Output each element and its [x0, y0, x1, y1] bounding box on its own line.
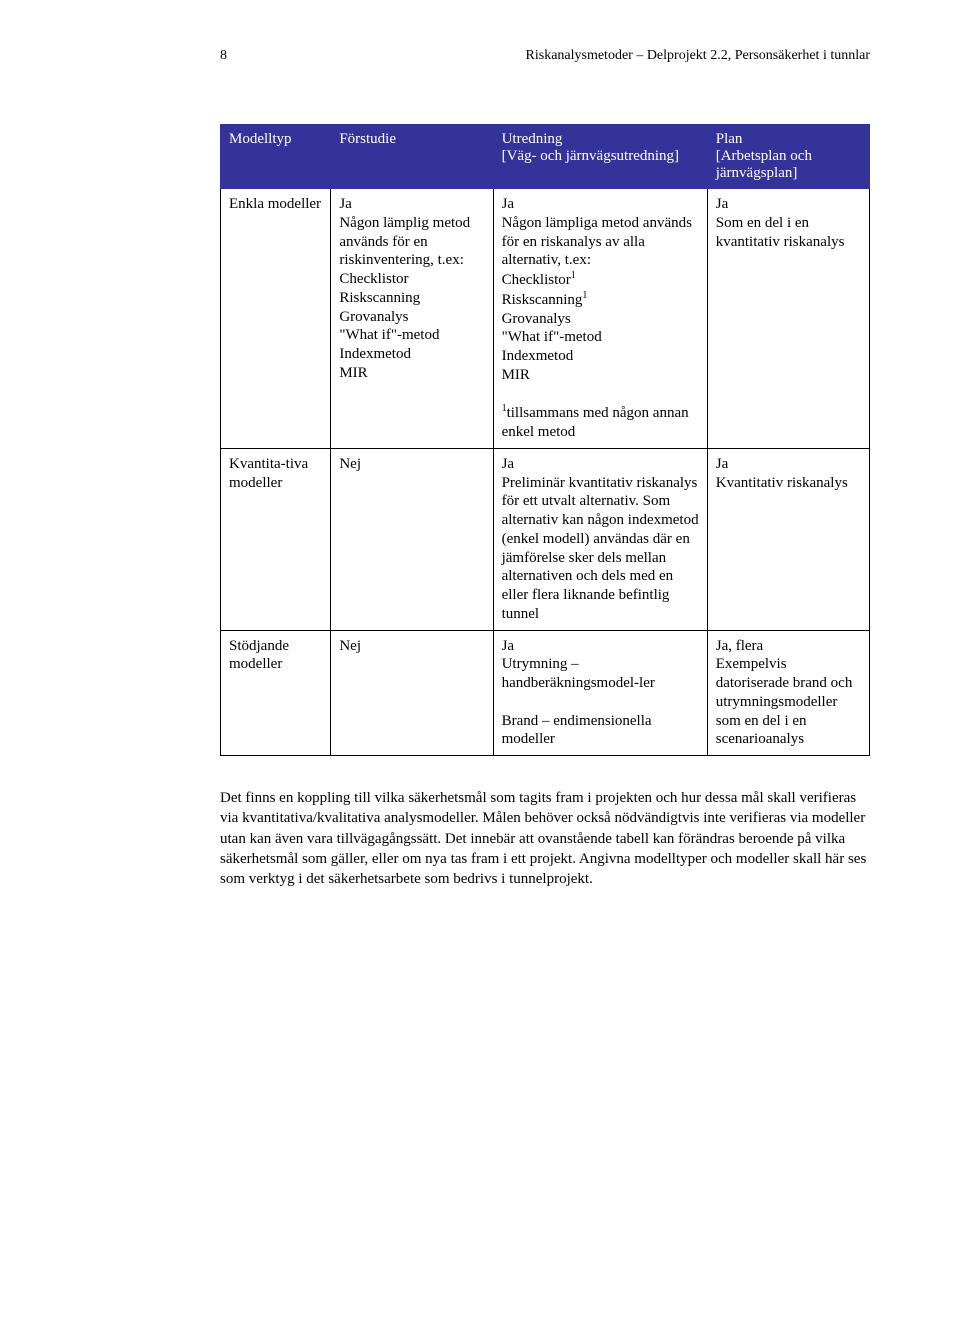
table-header-row: Modelltyp Förstudie Utredning[Väg- och j…: [221, 125, 870, 189]
cell: Stödjande modeller: [221, 630, 331, 756]
cell: Enkla modeller: [221, 189, 331, 449]
page: 8 Riskanalysmetoder – Delprojekt 2.2, Pe…: [0, 0, 960, 1328]
col-header-utredning: Utredning[Väg- och järnvägsutredning]: [493, 125, 707, 189]
table-row: Stödjande modeller Nej JaUtrymning – han…: [221, 630, 870, 756]
running-header: 8 Riskanalysmetoder – Delprojekt 2.2, Pe…: [220, 48, 870, 64]
cell: Ja, fleraExempelvis datoriserade brand o…: [707, 630, 869, 756]
cell: JaSom en del i en kvantitativ riskanalys: [707, 189, 869, 449]
cell: Nej: [331, 630, 493, 756]
table-row: Kvantita-tiva modeller Nej JaPreliminär …: [221, 448, 870, 630]
body-paragraph: Det finns en koppling till vilka säkerhe…: [220, 788, 870, 889]
cell: JaNågon lämplig metod används för en ris…: [331, 189, 493, 449]
cell: JaKvantitativ riskanalys: [707, 448, 869, 630]
cell: Kvantita-tiva modeller: [221, 448, 331, 630]
cell: JaNågon lämpliga metod används för en ri…: [493, 189, 707, 449]
cell: JaPreliminär kvantitativ riskanalys för …: [493, 448, 707, 630]
col-header-forstudie: Förstudie: [331, 125, 493, 189]
col-header-modelltyp: Modelltyp: [221, 125, 331, 189]
cell: JaUtrymning – handberäkningsmodel-lerBra…: [493, 630, 707, 756]
page-number: 8: [220, 48, 227, 64]
table-row: Enkla modeller JaNågon lämplig metod anv…: [221, 189, 870, 449]
cell: Nej: [331, 448, 493, 630]
col-header-plan: Plan[Arbetsplan och järnvägsplan]: [707, 125, 869, 189]
doc-title: Riskanalysmetoder – Delprojekt 2.2, Pers…: [526, 48, 870, 64]
model-table: Modelltyp Förstudie Utredning[Väg- och j…: [220, 124, 870, 756]
